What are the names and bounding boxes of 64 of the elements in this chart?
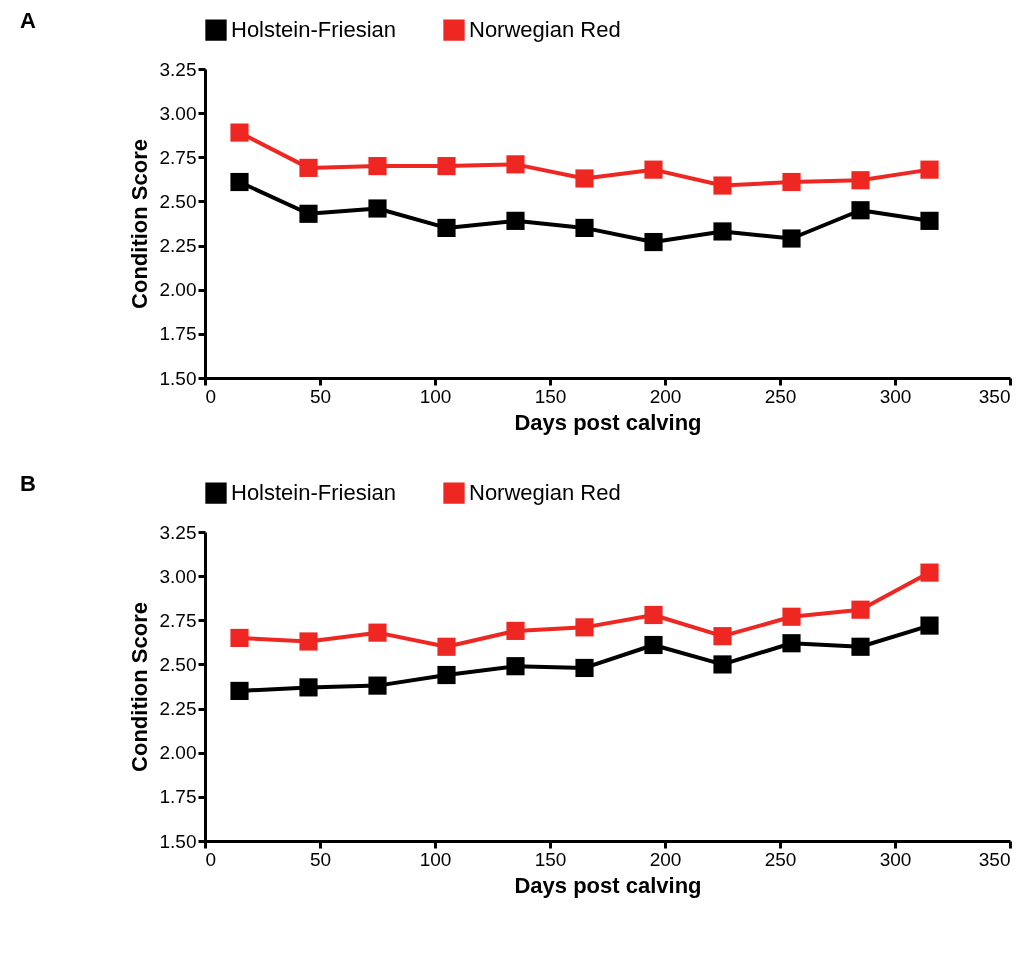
y-axis-title: Condition Score [126, 139, 152, 309]
point [713, 222, 732, 241]
point [437, 218, 456, 237]
x-tick-label: 0 [205, 848, 217, 870]
point [920, 160, 939, 179]
point [920, 211, 939, 230]
x-tick-label: 200 [649, 848, 682, 870]
legend-label: Norwegian Red [469, 17, 621, 43]
y-tick-label: 2.50 [159, 190, 197, 212]
y-tick-label: 3.00 [159, 102, 197, 124]
point [368, 199, 387, 218]
y-tick-label: 1.50 [159, 367, 197, 389]
y-tick-label: 1.75 [159, 786, 197, 808]
x-tick-label: 250 [764, 848, 797, 870]
x-tick-label: 100 [419, 385, 452, 407]
text: A [20, 8, 36, 33]
point [299, 158, 318, 177]
x-tick-label: 100 [419, 848, 452, 870]
point [782, 229, 801, 248]
y-tick-label: 1.50 [159, 830, 197, 852]
point [851, 171, 870, 190]
y-tick-label: 2.25 [159, 235, 197, 257]
point [782, 172, 801, 192]
y-tick-label: 2.00 [159, 742, 197, 764]
x-tick-label: 200 [649, 385, 682, 407]
y-tick-label: 1.75 [159, 323, 197, 345]
y-tick-label: 3.25 [159, 58, 197, 80]
point [506, 155, 525, 174]
y-tick-label: 2.50 [159, 653, 197, 675]
x-axis-title: Days post calving [514, 872, 702, 898]
point [575, 169, 594, 188]
text: B [20, 471, 36, 496]
y-tick-label: 2.00 [159, 279, 197, 301]
x-tick-label: 350 [978, 848, 1011, 870]
x-tick-label: 150 [534, 848, 567, 870]
x-tick-label: 50 [309, 385, 332, 407]
x-tick-label: 150 [534, 385, 567, 407]
point [230, 123, 249, 142]
legend-label: Norwegian Red [469, 480, 621, 506]
legend-label: Holstein-Friesian [231, 17, 397, 43]
point [437, 157, 456, 176]
x-tick-label: 300 [879, 385, 912, 407]
point [299, 204, 318, 223]
point [644, 232, 663, 252]
y-tick-label: 2.75 [159, 146, 197, 168]
point [644, 160, 663, 179]
x-tick-label: 250 [764, 385, 797, 407]
x-tick-label: 50 [309, 848, 332, 870]
x-axis-title: Days post calving [514, 409, 702, 435]
point [575, 218, 594, 237]
x-tick-label: 300 [879, 848, 912, 870]
y-axis-title: Condition Score [126, 602, 152, 772]
y-tick-label: 3.00 [159, 565, 197, 587]
point [506, 211, 525, 230]
y-tick-label: 2.75 [159, 609, 197, 631]
x-tick-label: 350 [978, 385, 1011, 407]
point [368, 157, 387, 176]
point [230, 172, 249, 192]
point [713, 176, 732, 195]
y-tick-label: 2.25 [159, 698, 197, 720]
point [851, 201, 870, 220]
legend-label: Holstein-Friesian [231, 480, 397, 506]
y-tick-label: 3.25 [159, 521, 197, 543]
x-tick-label: 0 [205, 385, 217, 407]
